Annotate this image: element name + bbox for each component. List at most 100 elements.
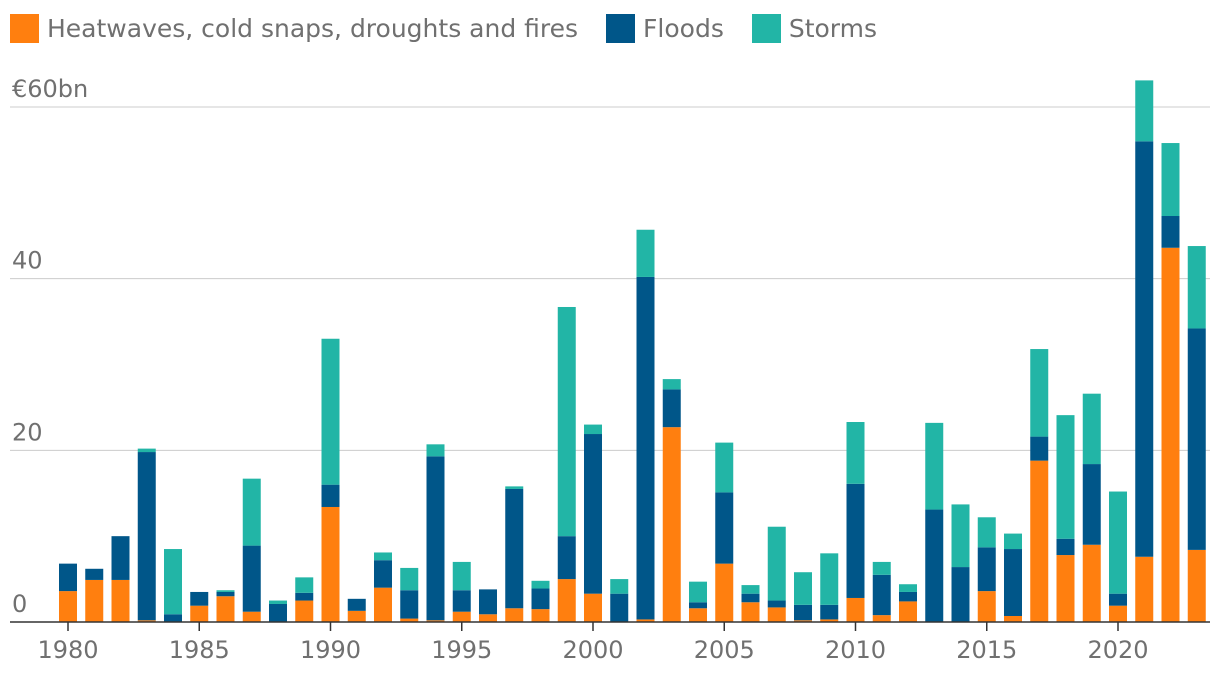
bar-2021-storms (1135, 80, 1154, 142)
bar-2004-heatwaves (689, 608, 707, 622)
bar-2020-floods (1109, 593, 1127, 606)
bar-2005-heatwaves (715, 563, 734, 622)
x-tick-label-1990: 1990 (300, 636, 361, 664)
bar-2007-heatwaves (767, 607, 786, 622)
bar-1997-floods (505, 488, 524, 609)
legend-label-storms: Storms (788, 13, 878, 43)
bar-1987-heatwaves (242, 611, 261, 622)
legend-item-floods: Floods (606, 13, 724, 43)
bar-1991-heatwaves (347, 610, 366, 622)
bar-1990-storms (321, 338, 340, 485)
bar-2006-heatwaves (741, 602, 760, 622)
bar-2011-storms (872, 561, 891, 575)
bar-2011-heatwaves (872, 615, 891, 622)
bar-2013-storms (925, 422, 944, 510)
bar-2010-heatwaves (846, 597, 865, 622)
bar-2015-floods (977, 547, 996, 592)
bar-1980-heatwaves (59, 591, 77, 622)
bar-2008-floods (794, 604, 812, 621)
x-tick-label-1985: 1985 (169, 636, 230, 664)
bar-2022-floods (1161, 216, 1180, 248)
legend-swatch-heatwaves (10, 13, 39, 43)
bar-2017-floods (1030, 436, 1049, 461)
bar-2002-storms (636, 229, 655, 277)
bar-2013-floods (925, 509, 944, 622)
bar-2021-heatwaves (1135, 556, 1154, 622)
bar-1981-floods (85, 568, 104, 580)
bar-1980-floods (59, 563, 77, 592)
bar-1983-heatwaves (137, 620, 156, 622)
x-tick-label-2010: 2010 (825, 636, 886, 664)
bar-2000-storms (584, 424, 602, 435)
x-tick-label-1980: 1980 (37, 636, 98, 664)
bar-2016-heatwaves (1004, 615, 1022, 622)
x-tick-label-2005: 2005 (694, 636, 755, 664)
bar-1990-heatwaves (321, 506, 340, 622)
legend-item-storms: Storms (751, 13, 878, 43)
bar-2009-floods (820, 604, 839, 620)
bar-2009-storms (820, 553, 839, 605)
legend-label-floods: Floods (643, 13, 724, 43)
bar-2016-storms (1004, 533, 1022, 550)
bar-1983-floods (137, 452, 156, 621)
bar-1995-floods (452, 590, 471, 612)
bar-2023-heatwaves (1187, 549, 1206, 622)
bar-2019-heatwaves (1082, 544, 1101, 622)
bar-1999-floods (557, 536, 576, 580)
bar-2022-heatwaves (1161, 247, 1180, 622)
x-tick-label-2000: 2000 (562, 636, 623, 664)
bar-2001-storms (610, 579, 629, 594)
bar-1996-heatwaves (479, 614, 497, 622)
bar-1984-floods (164, 614, 182, 622)
bar-2015-heatwaves (977, 591, 996, 622)
bar-1991-floods (347, 598, 366, 611)
bar-2014-floods (951, 567, 970, 622)
bar-2007-storms (767, 526, 786, 601)
bar-2020-heatwaves (1109, 605, 1127, 622)
bar-1995-storms (452, 561, 471, 591)
bar-1998-storms (531, 580, 550, 589)
legend-swatch-floods (606, 13, 636, 43)
bar-1985-heatwaves (190, 605, 209, 622)
chart-legend: Heatwaves, cold snaps, droughts and fire… (10, 10, 905, 46)
bar-2003-floods (662, 389, 681, 428)
bar-1984-storms (164, 549, 182, 615)
bar-2018-floods (1056, 538, 1075, 556)
bar-2022-storms (1161, 143, 1180, 217)
legend-label-heatwaves: Heatwaves, cold snaps, droughts and fire… (47, 13, 579, 43)
bar-2008-heatwaves (794, 620, 812, 622)
bar-2000-heatwaves (584, 593, 602, 622)
bar-1982-floods (111, 536, 130, 580)
bar-1994-heatwaves (426, 620, 445, 622)
gridlines: 0 20 40 €60bn (10, 75, 1210, 618)
bar-2002-floods (636, 276, 655, 620)
bar-2000-floods (584, 434, 602, 594)
x-tick-label-1995: 1995 (431, 636, 492, 664)
bar-1997-storms (505, 486, 524, 489)
bar-1992-floods (374, 560, 392, 588)
bar-2017-heatwaves (1030, 460, 1049, 622)
bar-2012-storms (899, 584, 917, 592)
x-axis: 1980 1985 1990 1995 2000 2005 2010 2015 2020 (10, 621, 1210, 664)
bar-2008-storms (794, 572, 812, 605)
y-tick-label-0: 0 (12, 590, 27, 618)
bar-2007-floods (767, 600, 786, 608)
bar-2019-storms (1082, 393, 1101, 465)
bar-2017-storms (1030, 349, 1049, 437)
bar-1990-floods (321, 484, 340, 507)
bar-2012-floods (899, 591, 917, 602)
bar-1998-heatwaves (531, 609, 550, 622)
bar-2009-heatwaves (820, 619, 839, 622)
bar-2001-floods (610, 593, 629, 622)
bar-1986-floods (216, 591, 235, 597)
bar-1994-floods (426, 456, 445, 621)
bar-2002-heatwaves (636, 619, 655, 622)
bar-2023-floods (1187, 328, 1206, 550)
bar-2014-storms (951, 504, 970, 568)
bar-2019-floods (1082, 464, 1101, 545)
bar-1989-storms (295, 577, 314, 593)
bar-2003-storms (662, 379, 681, 390)
x-tick-label-2020: 2020 (1087, 636, 1148, 664)
bar-1993-heatwaves (400, 618, 419, 622)
